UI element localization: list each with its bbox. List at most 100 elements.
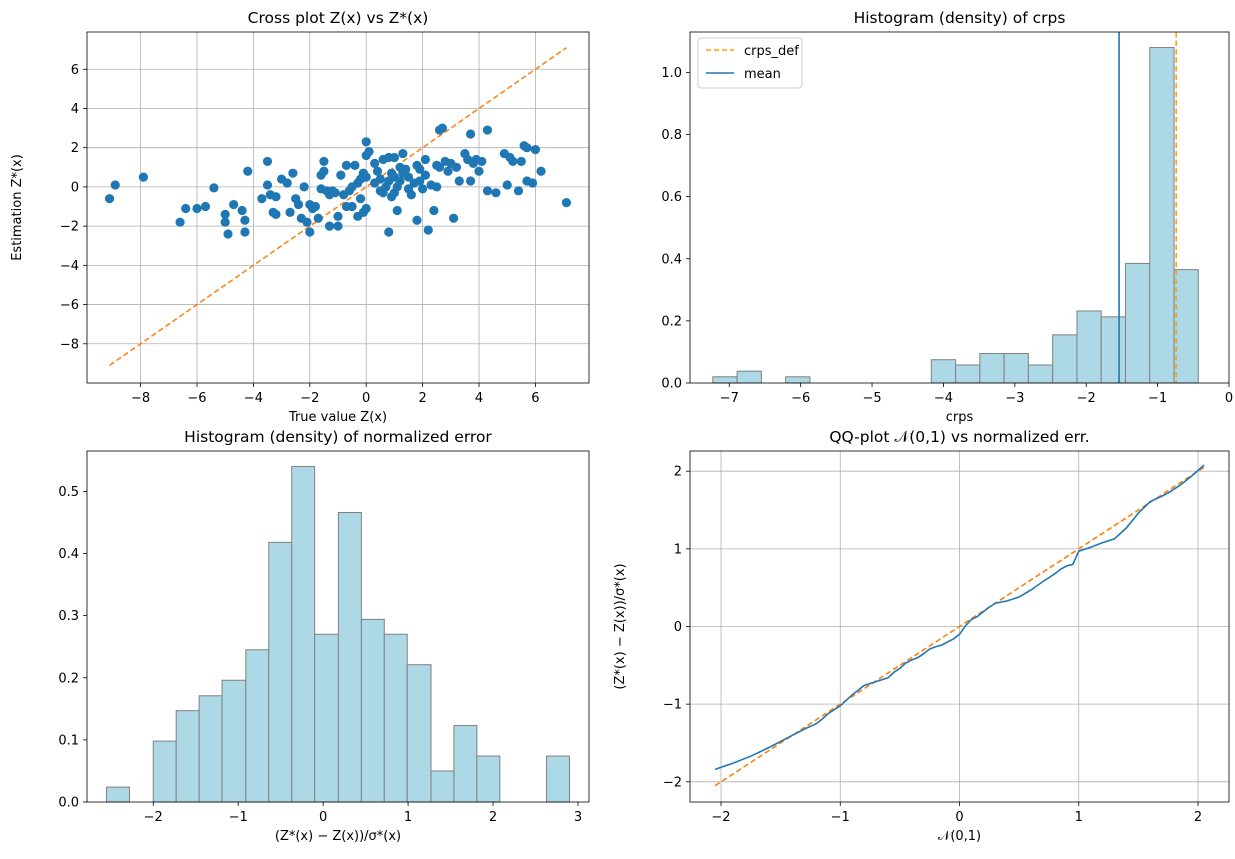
scatter-point — [474, 166, 484, 176]
x-tick-label: 2 — [1194, 810, 1202, 825]
scatter-point — [175, 217, 185, 227]
histogram-bar — [406, 664, 432, 803]
scatter-point — [209, 183, 219, 193]
y-tick-label: 0.3 — [58, 609, 79, 624]
scatter-point — [482, 125, 493, 135]
scatter-point — [333, 221, 343, 231]
y-tick-label: 0 — [71, 180, 79, 195]
chart-qq: −2 −1 0 1 2 −2 −1 0 1 2 QQ-plot 𝒩(0,1) vs normaliz… — [613, 428, 1230, 844]
histogram-bar — [221, 679, 247, 803]
y-axis-label: (Z*(x) − Z(x))/σ*(x) — [613, 563, 628, 689]
scatter-point — [561, 197, 572, 208]
scatter-point — [138, 172, 149, 182]
y-tick-label: 4 — [71, 102, 79, 117]
y-tick-label: 0.2 — [661, 314, 682, 329]
scatter-point — [310, 201, 321, 212]
y-tick-label: 1.0 — [661, 66, 682, 81]
scatter-point — [415, 164, 425, 174]
histogram-bar — [430, 770, 455, 803]
axes-frame — [86, 31, 590, 384]
x-tick-label: 6 — [531, 391, 539, 406]
scatter-point — [262, 180, 273, 190]
scatter-point — [401, 164, 411, 174]
chart-title: Histogram (density) of crps — [854, 9, 1066, 27]
x-tick-label: −1 — [831, 810, 850, 825]
y-tick-label: 6 — [71, 63, 79, 78]
histogram-bar — [291, 466, 316, 803]
x-axis-label: 𝒩(0,1) — [938, 829, 981, 844]
scatter-point — [319, 156, 329, 167]
scatter-point — [375, 174, 385, 184]
scatter-point — [372, 166, 383, 176]
scatter-point — [477, 156, 487, 167]
scatter-point — [420, 154, 431, 165]
scatter-point — [361, 172, 371, 182]
histogram-bar — [955, 364, 981, 384]
scatter-point — [508, 156, 518, 167]
scatter-point — [285, 207, 295, 218]
x-tick-label: −2 — [711, 810, 730, 825]
legend-crps-def-label: crps_def — [744, 44, 799, 59]
scatter-point — [333, 211, 343, 221]
histogram-bar — [314, 633, 339, 803]
y-tick-label: −1 — [663, 698, 682, 713]
histogram-bar — [1003, 352, 1029, 384]
chart-normerr: −2 −1 0 1 2 3 0.0 0.1 0.2 0.3 0.4 0.5 Histogram (den… — [58, 428, 590, 844]
scatter-point — [262, 156, 273, 167]
scatter-point — [370, 158, 380, 168]
scatter-point — [319, 166, 329, 176]
scatter-point — [350, 160, 360, 170]
scatter-point — [412, 215, 422, 225]
scatter-point — [110, 180, 120, 190]
histogram-bar — [712, 376, 738, 384]
x-tick-label: 1 — [404, 810, 412, 825]
scatter-point — [423, 225, 433, 235]
histogram-bar — [979, 352, 1005, 384]
x-tick-label: −2 — [300, 391, 319, 406]
scatter-point — [451, 162, 462, 172]
histogram-bar — [476, 755, 501, 803]
y-tick-label: 0.1 — [58, 733, 79, 748]
x-tick-label: 0 — [955, 810, 963, 825]
qq-line — [714, 464, 1205, 771]
scatter-point — [240, 215, 250, 225]
scatter-point — [324, 221, 335, 231]
x-axis-label: crps — [946, 410, 974, 425]
scatter-point — [336, 170, 346, 180]
scatter-point — [429, 205, 439, 216]
scatter-point — [361, 203, 371, 214]
scatter-point — [392, 205, 402, 216]
scatter-point — [449, 213, 459, 223]
x-tick-label: −5 — [862, 391, 881, 406]
y-tick-label: 0 — [674, 620, 682, 635]
scatter-point — [229, 199, 239, 210]
scatter-point — [282, 178, 292, 188]
histogram-bar — [785, 376, 811, 384]
scatter-point — [305, 227, 315, 237]
x-tick-label: −6 — [791, 391, 810, 406]
x-tick-label: −8 — [131, 391, 150, 406]
scatter-point — [384, 227, 394, 237]
x-tick-label: −3 — [1005, 391, 1024, 406]
scatter-point — [364, 147, 374, 157]
scatter-point — [395, 176, 405, 186]
histogram-bar — [1124, 262, 1151, 384]
histogram-bar — [1052, 334, 1078, 384]
histogram-bar — [1100, 316, 1126, 384]
scatter-point — [389, 152, 400, 163]
axes-frame — [86, 450, 590, 803]
scatter-point — [341, 160, 352, 170]
scatter-point — [237, 205, 247, 216]
scatter-point — [513, 186, 524, 196]
y-tick-label: 0.4 — [661, 252, 682, 267]
legend-mean-label: mean — [744, 67, 781, 82]
scatter-point — [434, 162, 445, 172]
y-tick-label: 0.6 — [661, 190, 682, 205]
x-tick-label: −1 — [1148, 391, 1167, 406]
scatter-point — [220, 209, 230, 219]
x-tick-label: −6 — [187, 391, 206, 406]
axes-frame — [689, 31, 1230, 384]
scatter-point — [465, 129, 476, 139]
